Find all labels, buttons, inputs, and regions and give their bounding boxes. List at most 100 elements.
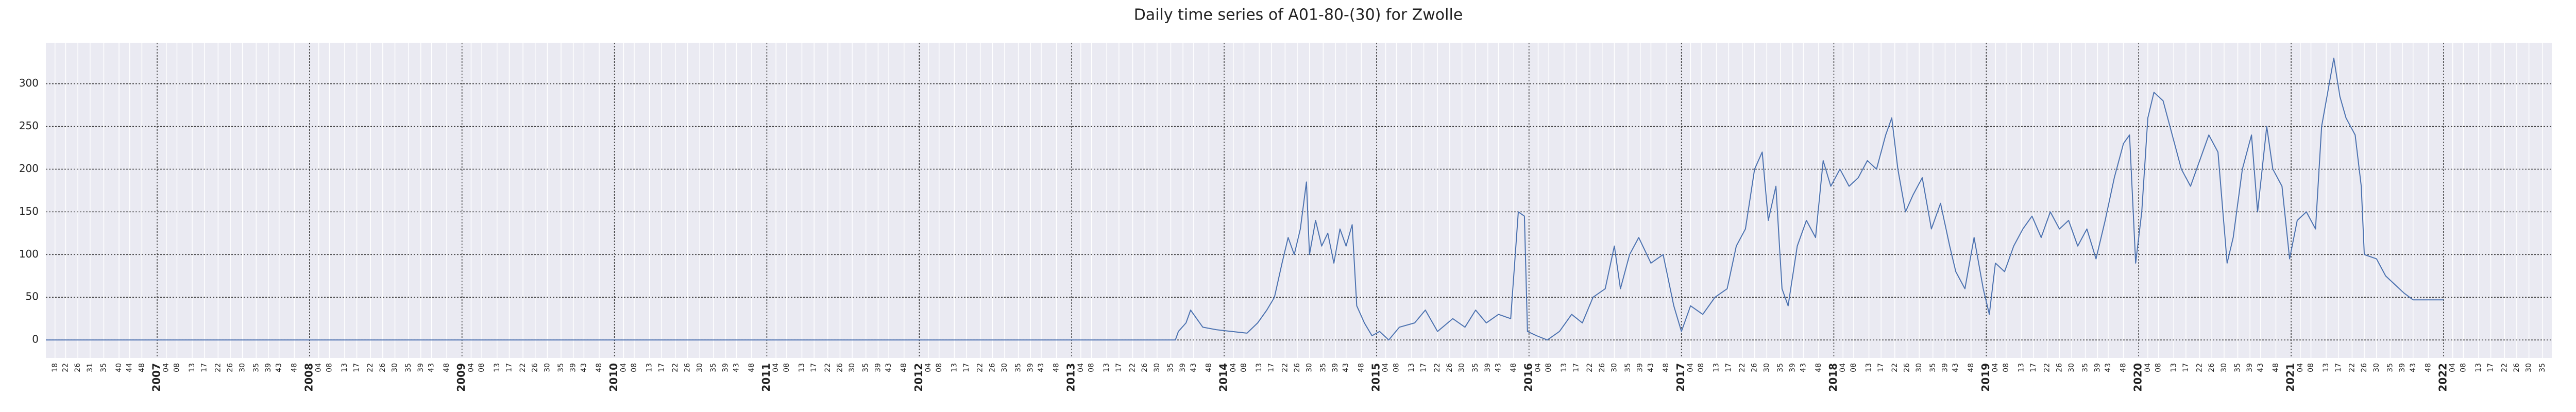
x-minor-tick-label: 35 (404, 363, 413, 372)
x-minor-tick-label: 30 (2220, 363, 2228, 372)
y-tick-label: 150 (19, 205, 39, 217)
x-minor-tick-label: 04 (1839, 363, 1847, 372)
x-minor-tick-label: 35 (1471, 363, 1480, 372)
x-minor-tick-label: 17 (2182, 363, 2190, 372)
x-minor-tick-label: 22 (61, 363, 70, 372)
x-minor-tick-label: 26 (2360, 363, 2368, 372)
x-minor-tick-label: 17 (1267, 363, 1276, 372)
x-minor-tick-label: 35 (709, 363, 718, 372)
x-minor-tick-label: 17 (1877, 363, 1885, 372)
x-tick-label: 2020 (2132, 363, 2144, 392)
x-minor-tick-label: 39 (569, 363, 578, 372)
x-tick-label: 2015 (1369, 363, 1382, 392)
x-minor-tick-label: 35 (1014, 363, 1023, 372)
x-minor-tick-label: 26 (684, 363, 692, 372)
x-tick-label: 2018 (1827, 363, 1839, 392)
x-minor-tick-label: 39 (1484, 363, 1492, 372)
x-minor-tick-label: 17 (962, 363, 971, 372)
x-minor-tick-label: 48 (138, 363, 146, 372)
x-tick-label: 2019 (1979, 363, 1992, 392)
x-minor-tick-label: 26 (988, 363, 996, 372)
x-minor-tick-label: 08 (783, 363, 791, 372)
x-minor-tick-label: 17 (810, 363, 818, 372)
x-minor-tick-label: 48 (1510, 363, 1518, 372)
x-minor-tick-label: 13 (1560, 363, 1568, 372)
x-minor-tick-label: 26 (379, 363, 387, 372)
x-minor-tick-label: 43 (275, 363, 283, 372)
x-minor-tick-label: 48 (595, 363, 603, 372)
x-minor-tick-label: 22 (1891, 363, 1899, 372)
x-minor-tick-label: 35 (99, 363, 108, 372)
x-minor-tick-label: 35 (2234, 363, 2242, 372)
x-minor-tick-label: 30 (848, 363, 856, 372)
x-minor-tick-label: 13 (2475, 363, 2483, 372)
x-minor-tick-label: 13 (646, 363, 654, 372)
x-minor-tick-label: 22 (519, 363, 527, 372)
x-minor-tick-label: 13 (2170, 363, 2178, 372)
x-minor-tick-label: 22 (1433, 363, 1442, 372)
x-minor-tick-label: 35 (862, 363, 870, 372)
x-minor-tick-label: 26 (74, 363, 82, 372)
x-minor-tick-label: 08 (935, 363, 943, 372)
x-minor-tick-label: 26 (1446, 363, 1454, 372)
x-minor-tick-label: 17 (2487, 363, 2495, 372)
x-minor-tick-label: 17 (1420, 363, 1428, 372)
x-minor-tick-label: 13 (188, 363, 196, 372)
y-tick-label: 50 (26, 290, 39, 303)
x-minor-tick-label: 13 (1865, 363, 1873, 372)
x-minor-tick-label: 30 (1915, 363, 1923, 372)
x-minor-tick-label: 17 (2334, 363, 2343, 372)
x-minor-tick-label: 22 (2196, 363, 2204, 372)
x-minor-tick-label: 35 (1319, 363, 1327, 372)
x-minor-tick-label: 35 (1166, 363, 1175, 372)
x-minor-tick-label: 35 (1624, 363, 1632, 372)
x-tick-label: 2008 (302, 363, 315, 392)
x-minor-tick-label: 39 (1179, 363, 1187, 372)
x-minor-tick-label: 17 (1724, 363, 1733, 372)
x-minor-tick-label: 08 (325, 363, 333, 372)
x-minor-tick-label: 04 (315, 363, 323, 372)
x-minor-tick-label: 39 (1789, 363, 1797, 372)
x-minor-tick-label: 13 (950, 363, 958, 372)
x-minor-tick-label: 17 (505, 363, 513, 372)
x-minor-tick-label: 35 (2081, 363, 2090, 372)
x-minor-tick-label: 04 (2296, 363, 2304, 372)
x-minor-tick-label: 43 (1647, 363, 1655, 372)
x-minor-tick-label: 48 (290, 363, 298, 372)
x-minor-tick-label: 30 (1610, 363, 1618, 372)
x-minor-tick-label: 43 (428, 363, 436, 372)
x-minor-tick-label: 48 (1053, 363, 1061, 372)
x-minor-tick-label: 30 (2525, 363, 2533, 372)
x-minor-tick-label: 22 (2348, 363, 2356, 372)
x-minor-tick-label: 31 (86, 363, 94, 372)
x-minor-tick-label: 48 (900, 363, 908, 372)
x-minor-tick-label: 22 (2500, 363, 2509, 372)
y-tick-label: 200 (19, 162, 39, 175)
x-minor-tick-label: 39 (1026, 363, 1035, 372)
x-minor-tick-label: 48 (1205, 363, 1213, 372)
x-minor-tick-label: 43 (1037, 363, 1045, 372)
x-minor-tick-label: 04 (1382, 363, 1390, 372)
x-minor-tick-label: 08 (2307, 363, 2315, 372)
x-minor-tick-label: 30 (1458, 363, 1466, 372)
x-tick-label: 2007 (150, 363, 162, 392)
x-minor-tick-label: 13 (2322, 363, 2330, 372)
x-minor-tick-label: 43 (1190, 363, 1198, 372)
x-minor-tick-label: 44 (126, 363, 134, 372)
x-minor-tick-label: 30 (1001, 363, 1009, 372)
x-minor-tick-label: 17 (2029, 363, 2038, 372)
x-minor-tick-label: 04 (2449, 363, 2457, 372)
x-minor-tick-label: 08 (2155, 363, 2163, 372)
x-minor-tick-label: 35 (1776, 363, 1785, 372)
x-minor-tick-label: 18 (51, 363, 59, 372)
x-minor-tick-label: 04 (772, 363, 780, 372)
x-minor-tick-label: 04 (467, 363, 475, 372)
x-minor-tick-label: 22 (1586, 363, 1594, 372)
x-minor-tick-label: 04 (1077, 363, 1085, 372)
x-minor-tick-label: 17 (1115, 363, 1123, 372)
x-minor-tick-label: 13 (1408, 363, 1416, 372)
x-minor-tick-label: 30 (1306, 363, 1314, 372)
x-minor-tick-label: 30 (1153, 363, 1161, 372)
x-minor-tick-label: 43 (1952, 363, 1960, 372)
